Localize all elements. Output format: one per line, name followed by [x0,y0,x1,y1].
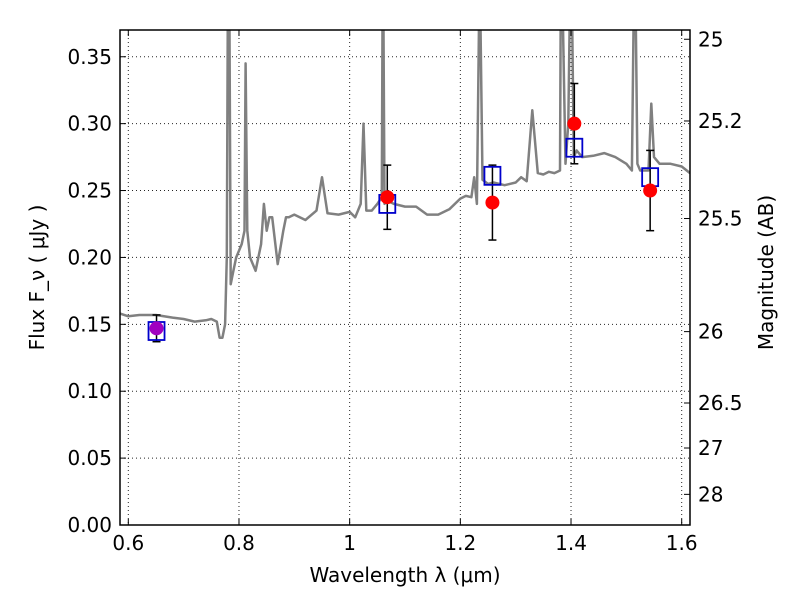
y-tick-label: 0.20 [67,245,112,269]
y-tick-label: 0.30 [67,112,112,136]
plot-area [120,30,690,339]
observed-point [643,183,658,198]
observed-point [380,190,395,205]
model-photometry-square [565,137,584,158]
model-spectrum-line [120,30,690,339]
model-photometry-square [483,165,502,186]
observed-point [485,195,500,210]
plot-frame [119,29,691,526]
y-tick-label: 0.05 [67,446,112,470]
y-tick-label: 0.15 [67,312,112,336]
x-tick-label: 0.6 [112,531,144,555]
x-axis-label: Wavelength λ (μm) [309,563,500,587]
mag-tick-label: 27 [698,436,723,460]
x-tick-label: 1 [343,531,356,555]
y-tick-label: 0.00 [67,513,112,537]
mag-tick-label: 25 [698,27,723,51]
x-tick-label: 1.4 [555,531,587,555]
x-tick-label: 0.8 [223,531,255,555]
marker-layer [147,82,660,343]
mag-tick-label: 25.5 [698,207,743,231]
mag-tick-label: 28 [698,482,723,506]
mag-tick-label: 25.2 [698,109,743,133]
x-tick-label: 1.2 [444,531,476,555]
y-tick-label: 0.10 [67,379,112,403]
right-axis-label: Magnitude (AB) [754,195,778,350]
mag-tick-label: 26 [698,320,723,344]
grid-layer [120,30,690,526]
observed-point [567,116,582,131]
observed-point [149,321,164,336]
ticks-layer: 0.6 0.8 1 1.2 1.4 1.6 0.00 0.05 0.10 0.15 0.20 0.25… [67,27,742,555]
y-tick-label: 0.35 [67,45,112,69]
y-tick-label: 0.25 [67,179,112,203]
mag-tick-label: 26.5 [698,391,743,415]
x-tick-label: 1.6 [666,531,698,555]
y-axis-label: Flux F_ν ( μJy ) [25,205,49,351]
